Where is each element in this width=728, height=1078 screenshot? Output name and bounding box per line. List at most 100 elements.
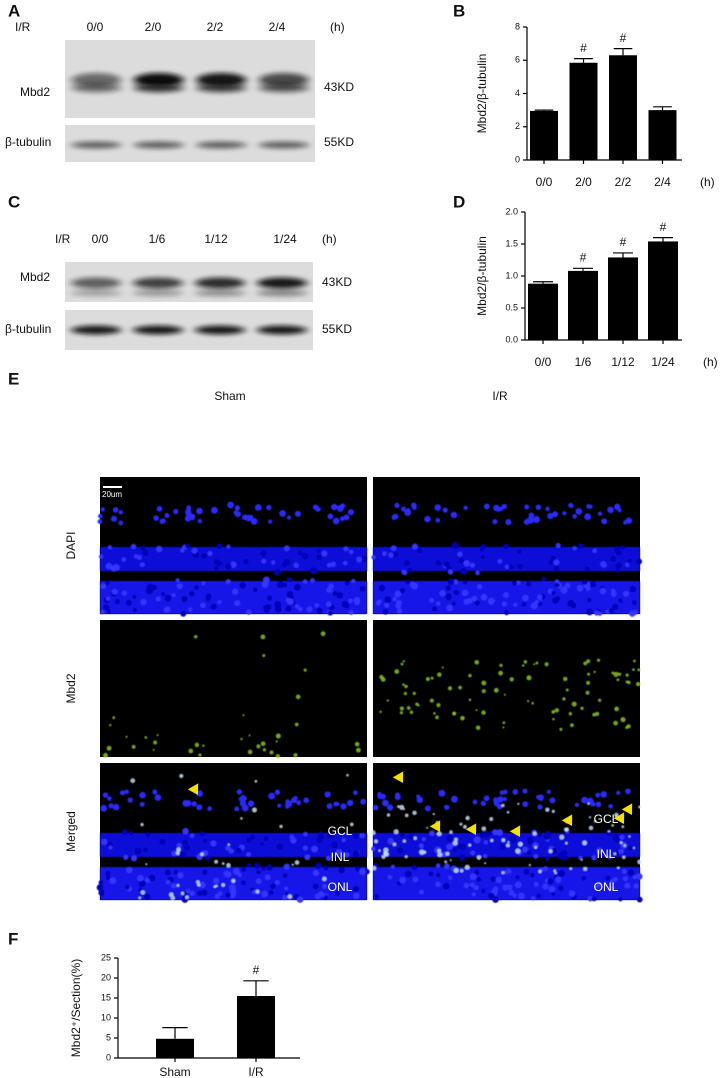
mbd2-signal (422, 850, 427, 854)
mbd2-signal (553, 869, 557, 873)
nucleus (400, 587, 406, 594)
nucleus (228, 848, 234, 854)
mbd2-signal (625, 673, 629, 677)
nucleus (537, 833, 542, 838)
nucleus (342, 560, 348, 566)
nucleus (186, 888, 191, 894)
gcl-nucleus (100, 507, 105, 512)
nucleus (287, 598, 294, 606)
lane-label: 1/12 (204, 232, 228, 246)
nucleus (443, 863, 450, 870)
nucleus (555, 542, 561, 548)
blot-band (133, 141, 184, 149)
nucleus (96, 884, 104, 891)
mbd2-signal (346, 773, 349, 777)
nucleus (374, 894, 380, 899)
gcl-nucleus (416, 796, 424, 804)
mbd2-signal (153, 740, 158, 745)
nucleus (615, 568, 621, 573)
nucleus (218, 891, 223, 896)
nucleus (533, 881, 539, 887)
nucleus (396, 599, 402, 606)
mbd2-signal (394, 669, 400, 674)
nucleus (263, 836, 269, 841)
nucleus (606, 829, 613, 836)
nucleus (184, 844, 191, 851)
micrograph-cells (370, 788, 643, 903)
nucleus (261, 558, 267, 564)
gcl-nucleus (532, 516, 540, 523)
mbd2-signal (616, 866, 620, 870)
nucleus (501, 601, 507, 607)
blot-band (195, 290, 245, 296)
nucleus (143, 847, 148, 852)
nucleus (632, 600, 637, 605)
nucleus (294, 604, 300, 609)
arrowhead (561, 814, 573, 826)
mbd2-signal (251, 807, 258, 813)
nucleus (138, 880, 146, 887)
gcl-nucleus (595, 801, 602, 808)
gcl-nucleus (247, 800, 255, 807)
mbd2-signal (396, 805, 400, 808)
mbd2-signal (593, 670, 596, 674)
nucleus (271, 560, 276, 565)
bar (530, 110, 558, 160)
gcl-nucleus (296, 800, 302, 806)
mbd2-signal (571, 701, 577, 707)
nucleus (435, 560, 442, 566)
nucleus (101, 838, 108, 845)
mbd2-signal (636, 681, 641, 687)
mbd2-signal (109, 723, 112, 727)
mbd2-signal (596, 658, 601, 662)
gcl-nucleus (185, 508, 192, 516)
nucleus (189, 591, 195, 597)
gcl-nucleus (480, 800, 486, 806)
mbd2-signal (468, 673, 472, 678)
nucleus (225, 845, 231, 851)
blot-band (71, 277, 121, 289)
gcl-nucleus (497, 796, 504, 803)
gcl-nucleus (118, 510, 123, 515)
micrograph-cells (379, 658, 641, 731)
nucleus (293, 583, 301, 591)
mbd2-signal (202, 744, 205, 748)
nucleus (618, 598, 623, 603)
nucleus (446, 843, 453, 851)
mbd2-signal (501, 803, 505, 808)
nucleus (246, 837, 252, 843)
nucleus (217, 599, 222, 605)
nucleus (246, 609, 252, 615)
nucleus (348, 549, 354, 555)
nucleus (550, 555, 556, 561)
mbd2-signal (565, 841, 568, 845)
nucleus (233, 868, 240, 875)
nucleus (526, 581, 532, 587)
nucleus (276, 843, 284, 851)
gcl-nucleus (382, 799, 389, 807)
nucleus (550, 847, 557, 855)
mbd2-signal (459, 869, 464, 873)
nucleus (210, 603, 217, 610)
mbd2-signal (526, 675, 532, 681)
nucleus (241, 867, 246, 872)
nucleus (451, 601, 456, 606)
nucleus (463, 560, 470, 567)
nucleus (189, 890, 195, 896)
y-tick-label: 25 (101, 952, 111, 962)
bar (609, 55, 637, 161)
mbd2-signal (534, 845, 538, 849)
mbd2-signal (554, 871, 557, 875)
mbd2-signal (489, 817, 494, 822)
gcl-nucleus (286, 515, 292, 520)
mbd2-signal (193, 634, 198, 639)
bar (569, 62, 598, 160)
gcl-nucleus (139, 801, 145, 807)
nucleus (180, 610, 187, 617)
mbd2-signal (294, 722, 299, 727)
nucleus (321, 550, 328, 557)
nucleus (132, 594, 137, 599)
gcl-nucleus (614, 503, 621, 510)
blot-band (133, 277, 183, 289)
nucleus (274, 568, 281, 576)
